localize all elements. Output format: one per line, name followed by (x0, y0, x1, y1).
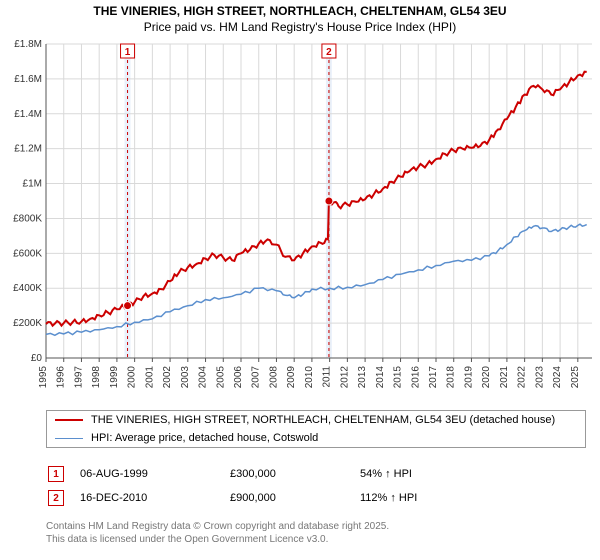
svg-text:£1.6M: £1.6M (14, 74, 42, 85)
svg-text:2015: 2015 (393, 366, 404, 389)
sale-hpi-1: 54% ↑ HPI (360, 468, 490, 480)
svg-text:£200K: £200K (13, 318, 42, 329)
svg-text:2014: 2014 (375, 366, 386, 389)
sale-marker-1-icon: 1 (48, 466, 64, 482)
svg-text:£1M: £1M (23, 179, 42, 190)
svg-text:2019: 2019 (463, 366, 474, 389)
svg-text:2: 2 (326, 47, 332, 58)
svg-text:2001: 2001 (144, 366, 155, 389)
legend: THE VINERIES, HIGH STREET, NORTHLEACH, C… (46, 410, 586, 448)
chart-svg: 1 2 £0 £200K £400K £600K £800K £1M £1.2M £1.4M £1.… (0, 38, 600, 398)
svg-text:1996: 1996 (56, 366, 67, 389)
svg-text:2009: 2009 (286, 366, 297, 389)
svg-text:2002: 2002 (162, 366, 173, 389)
legend-label-price-paid: THE VINERIES, HIGH STREET, NORTHLEACH, C… (91, 414, 555, 426)
svg-text:2012: 2012 (339, 366, 350, 389)
chart-title: THE VINERIES, HIGH STREET, NORTHLEACH, C… (0, 0, 600, 20)
svg-text:2013: 2013 (357, 366, 368, 389)
svg-text:2004: 2004 (198, 366, 209, 389)
sale-price-2: £900,000 (230, 492, 360, 504)
sale-price-1: £300,000 (230, 468, 360, 480)
sale-marker-2-icon: 2 (48, 490, 64, 506)
legend-label-hpi: HPI: Average price, detached house, Cots… (91, 432, 318, 444)
sales-table: 1 06-AUG-1999 £300,000 54% ↑ HPI 2 16-DE… (46, 462, 586, 510)
svg-text:2024: 2024 (552, 366, 563, 389)
svg-text:2008: 2008 (268, 366, 279, 389)
footnote: Contains HM Land Registry data © Crown c… (46, 520, 389, 546)
footnote-line1: Contains HM Land Registry data © Crown c… (46, 520, 389, 533)
svg-text:2000: 2000 (127, 366, 138, 389)
svg-text:2007: 2007 (251, 366, 262, 389)
chart-subtitle: Price paid vs. HM Land Registry's House … (0, 20, 600, 38)
sale-row-2: 2 16-DEC-2010 £900,000 112% ↑ HPI (46, 486, 586, 510)
svg-text:£1.4M: £1.4M (14, 109, 42, 120)
svg-text:2022: 2022 (517, 366, 528, 389)
svg-text:1: 1 (125, 47, 131, 58)
svg-text:2011: 2011 (322, 366, 333, 388)
footnote-line2: This data is licensed under the Open Gov… (46, 533, 389, 546)
svg-text:2003: 2003 (180, 366, 191, 389)
svg-text:2018: 2018 (446, 366, 457, 389)
svg-text:2020: 2020 (481, 366, 492, 389)
svg-text:2005: 2005 (215, 366, 226, 389)
svg-text:£400K: £400K (13, 283, 42, 294)
legend-row-hpi: HPI: Average price, detached house, Cots… (47, 429, 585, 447)
chart-area: 1 2 £0 £200K £400K £600K £800K £1M £1.2M £1.4M £1.… (0, 38, 600, 398)
svg-text:£1.8M: £1.8M (14, 39, 42, 50)
sale-hpi-2: 112% ↑ HPI (360, 492, 490, 504)
svg-text:£0: £0 (31, 353, 43, 364)
sale-date-2: 16-DEC-2010 (80, 492, 230, 504)
svg-text:£1.2M: £1.2M (14, 144, 42, 155)
legend-swatch-hpi (55, 438, 83, 439)
svg-text:2017: 2017 (428, 366, 439, 389)
svg-text:1999: 1999 (109, 366, 120, 389)
svg-text:£600K: £600K (13, 248, 42, 259)
legend-swatch-price-paid (55, 419, 83, 421)
sale-row-1: 1 06-AUG-1999 £300,000 54% ↑ HPI (46, 462, 586, 486)
svg-text:2025: 2025 (570, 366, 581, 389)
sale-date-1: 06-AUG-1999 (80, 468, 230, 480)
svg-text:1997: 1997 (73, 366, 84, 389)
svg-text:2016: 2016 (410, 366, 421, 389)
svg-text:2010: 2010 (304, 366, 315, 389)
svg-text:£800K: £800K (13, 213, 42, 224)
svg-text:1995: 1995 (38, 366, 49, 389)
svg-text:1998: 1998 (91, 366, 102, 389)
svg-text:2021: 2021 (499, 366, 510, 389)
legend-row-price-paid: THE VINERIES, HIGH STREET, NORTHLEACH, C… (47, 411, 585, 429)
svg-text:2006: 2006 (233, 366, 244, 389)
svg-text:2023: 2023 (534, 366, 545, 389)
